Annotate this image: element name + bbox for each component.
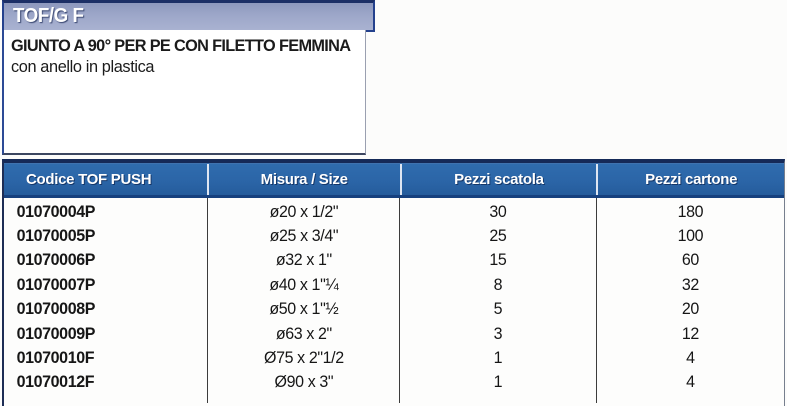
table-header-row: Codice TOF PUSH Misura / Size Pezzi scatol… [4,163,784,198]
cell-codice: 01070006P [16,251,96,270]
column-header-misura: Misura / Size [206,164,400,195]
cell-codice: 01070010F [16,349,95,368]
column-header-cartone: Pezzi cartone [596,164,784,195]
cell-scatola: 1 [494,373,503,392]
cell-cartone: 12 [682,324,700,343]
cell-misura: Ø75 x 2"1/2 [263,349,344,368]
cell-codice: 01070009P [16,324,96,343]
product-table: Codice TOF PUSH Misura / Size Pezzi scatol… [2,159,785,406]
product-description-card: GIUNTO A 90° PER PE CON FILETTO FEMMINA … [2,30,366,155]
cell-misura: ø63 x 2" [275,324,332,343]
cell-misura: ø32 x 1" [275,251,332,270]
cell-codice: 01070004P [16,202,96,221]
product-description-line2: con anello in plastica [11,57,155,77]
cell-scatola: 3 [494,324,503,343]
cell-misura: ø20 x 1/2" [269,202,338,221]
cell-codice: 01070008P [16,300,96,319]
cell-codice: 01070007P [16,275,96,294]
cell-scatola: 5 [494,300,503,319]
cell-cartone: 4 [686,373,695,392]
table-column-scatola: 30 25 15 8 5 3 1 1 [399,198,596,403]
cell-scatola: 30 [489,202,507,221]
column-header-scatola: Pezzi scatola [399,164,597,195]
cell-scatola: 25 [489,227,507,246]
cell-cartone: 20 [682,300,700,319]
cell-cartone: 60 [682,251,700,270]
cell-misura: ø50 x 1"½ [269,300,339,319]
table-body: 01070004P 01070005P 01070006P 01070007P 0107… [4,198,784,403]
cell-codice: 01070012F [16,373,95,392]
cell-cartone: 100 [677,227,704,246]
cell-cartone: 180 [677,202,704,221]
cell-scatola: 8 [494,275,503,294]
column-header-codice: Codice TOF PUSH [26,171,152,188]
cell-scatola: 15 [489,251,507,270]
table-column-codice: 01070004P 01070005P 01070006P 01070007P 0107… [4,198,207,403]
cell-cartone: 32 [682,275,700,294]
product-title-bar: TOF/G F [2,0,375,32]
cell-misura: ø40 x 1"¼ [269,275,339,294]
cell-cartone: 4 [686,349,695,368]
table-column-cartone: 180 100 60 32 20 12 4 4 [596,198,784,403]
cell-misura: Ø90 x 3" [274,373,333,392]
cell-scatola: 1 [494,349,503,368]
product-title: TOF/G F [13,5,84,27]
product-description-line1: GIUNTO A 90° PER PE CON FILETTO FEMMINA [11,36,351,55]
cell-codice: 01070005P [16,227,96,246]
table-column-misura: ø20 x 1/2" ø25 x 3/4" ø32 x 1" ø40 x 1"¼ ø50… [206,198,400,403]
cell-misura: ø25 x 3/4" [269,227,338,246]
